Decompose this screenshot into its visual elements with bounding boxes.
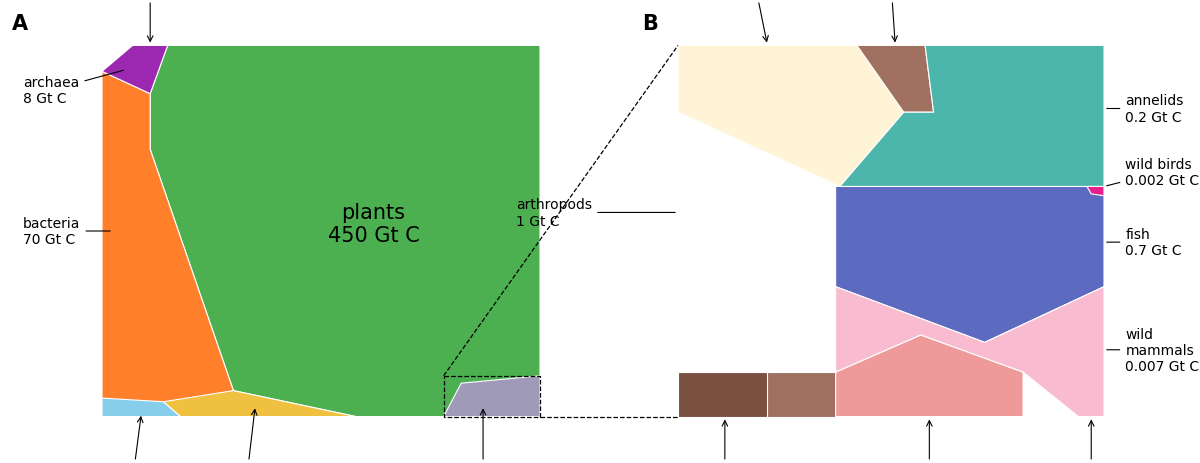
- Polygon shape: [835, 335, 1024, 417]
- Text: protists
4 Gt C: protists 4 Gt C: [107, 417, 158, 463]
- Text: A: A: [12, 14, 28, 34]
- Polygon shape: [678, 372, 835, 417]
- Polygon shape: [835, 187, 1104, 343]
- Text: bacteria
70 Gt C: bacteria 70 Gt C: [23, 216, 110, 247]
- Text: humans
0.05 Gt C: humans 0.05 Gt C: [1058, 421, 1124, 463]
- Polygon shape: [835, 287, 1104, 417]
- Text: fungi
13 Gt C: fungi 13 Gt C: [221, 410, 272, 463]
- Polygon shape: [102, 72, 234, 417]
- Polygon shape: [840, 46, 1104, 187]
- Polygon shape: [678, 46, 904, 187]
- Polygon shape: [1079, 372, 1104, 417]
- Text: nematodes
0.02 Gt C: nematodes 0.02 Gt C: [852, 0, 930, 42]
- Text: viruses
0.2 Gt C: viruses 0.2 Gt C: [122, 0, 179, 42]
- Polygon shape: [444, 376, 540, 417]
- Polygon shape: [102, 398, 181, 417]
- Text: fish
0.7 Gt C: fish 0.7 Gt C: [1106, 227, 1182, 258]
- Text: wild
mammals
0.007 Gt C: wild mammals 0.007 Gt C: [1106, 327, 1200, 373]
- Text: livestock
0.1 Gt C: livestock 0.1 Gt C: [899, 421, 960, 463]
- Text: plants
450 Gt C: plants 450 Gt C: [328, 202, 420, 246]
- Polygon shape: [678, 46, 904, 372]
- Text: cnidarians
0.1 Gt C: cnidarians 0.1 Gt C: [689, 421, 761, 463]
- Polygon shape: [857, 46, 934, 113]
- Text: animals
3 Gt C: animals 3 Gt C: [456, 410, 510, 463]
- Text: archaea
8 Gt C: archaea 8 Gt C: [23, 71, 124, 106]
- Text: B: B: [642, 14, 658, 34]
- Polygon shape: [163, 391, 356, 417]
- Polygon shape: [150, 46, 540, 417]
- Text: wild birds
0.002 Gt C: wild birds 0.002 Gt C: [1106, 157, 1200, 188]
- Text: arthropods
1 Gt C: arthropods 1 Gt C: [516, 198, 676, 228]
- Polygon shape: [1087, 187, 1104, 196]
- Polygon shape: [102, 46, 168, 94]
- Polygon shape: [678, 372, 835, 417]
- Text: annelids
0.2 Gt C: annelids 0.2 Gt C: [1106, 94, 1183, 125]
- Polygon shape: [678, 372, 768, 417]
- Text: molluscs
0.2 Gt C: molluscs 0.2 Gt C: [725, 0, 785, 43]
